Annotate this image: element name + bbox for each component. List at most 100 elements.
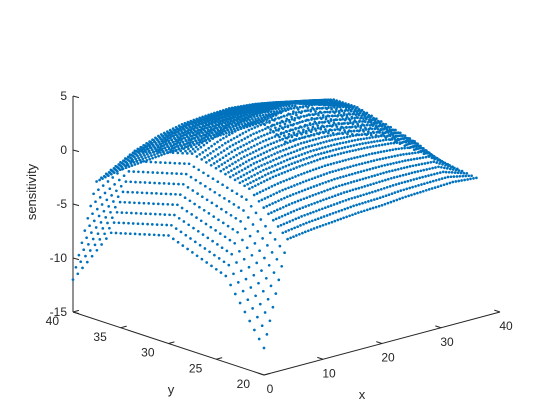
- data-point: [316, 175, 320, 178]
- data-point: [335, 161, 339, 164]
- data-point: [184, 149, 187, 153]
- data-point: [271, 305, 275, 309]
- data-point: [268, 231, 272, 235]
- data-point: [399, 153, 402, 157]
- data-point: [205, 131, 209, 135]
- data-point: [298, 232, 301, 236]
- data-point: [340, 146, 344, 150]
- data-point: [145, 191, 149, 195]
- data-point: [235, 135, 239, 139]
- data-point: [340, 102, 343, 106]
- data-point: [411, 185, 414, 189]
- data-point: [93, 243, 97, 247]
- data-point: [262, 206, 266, 209]
- data-point: [303, 188, 307, 192]
- data-point: [168, 161, 172, 165]
- data-point: [340, 167, 343, 171]
- data-point: [349, 121, 352, 125]
- data-point: [84, 254, 87, 258]
- data-point: [251, 223, 255, 226]
- data-point: [141, 147, 144, 151]
- data-point: [253, 184, 257, 188]
- data-point: [289, 107, 293, 110]
- data-point: [309, 108, 313, 112]
- data-point: [239, 145, 243, 149]
- data-point: [158, 146, 162, 150]
- data-point: [379, 120, 383, 123]
- data-point: [364, 141, 367, 145]
- data-point: [349, 144, 353, 148]
- data-point: [436, 185, 440, 189]
- data-point: [391, 184, 395, 187]
- data-point: [200, 126, 204, 130]
- data-point: [306, 187, 310, 191]
- data-point: [401, 159, 404, 163]
- data-point: [316, 142, 320, 146]
- data-point: [100, 203, 104, 206]
- data-point: [403, 180, 407, 184]
- data-point: [367, 200, 370, 203]
- data-point: [174, 192, 177, 196]
- data-point: [347, 157, 350, 161]
- data-point: [208, 250, 211, 254]
- data-point: [374, 124, 378, 128]
- data-point: [223, 235, 227, 239]
- data-point: [322, 173, 326, 176]
- data-point: [230, 252, 234, 256]
- data-point: [290, 115, 293, 119]
- data-point: [390, 192, 394, 196]
- data-point: [284, 187, 287, 191]
- data-point: [287, 203, 291, 206]
- data-point: [381, 157, 385, 160]
- data-point: [402, 153, 405, 156]
- data-point: [319, 141, 322, 145]
- data-point: [219, 169, 223, 173]
- data-point: [81, 266, 84, 270]
- data-point: [326, 110, 329, 114]
- data-point: [290, 145, 294, 149]
- data-point: [143, 181, 147, 184]
- data-point: [151, 156, 154, 160]
- data-point: [433, 157, 437, 161]
- data-point: [161, 144, 165, 148]
- data-point: [302, 171, 306, 175]
- data-point: [307, 145, 311, 148]
- data-point: [255, 142, 259, 146]
- data-point: [340, 183, 344, 187]
- data-point: [452, 175, 456, 178]
- data-point: [281, 110, 284, 113]
- y-tick-mark: [120, 325, 127, 329]
- data-point: [194, 178, 198, 182]
- data-point: [372, 198, 376, 201]
- data-point: [369, 131, 373, 135]
- data-point: [293, 104, 297, 108]
- data-point: [115, 189, 118, 193]
- data-point: [106, 180, 110, 183]
- data-point: [253, 126, 257, 129]
- data-point: [336, 127, 339, 131]
- data-point: [265, 178, 269, 182]
- data-point: [195, 126, 199, 130]
- data-point: [195, 254, 199, 258]
- data-point: [200, 135, 203, 138]
- data-point: [383, 163, 387, 167]
- data-point: [186, 127, 189, 130]
- data-point: [366, 160, 370, 164]
- data-point: [227, 170, 230, 174]
- data-point: [344, 140, 348, 144]
- data-point: [430, 187, 434, 190]
- data-point: [206, 123, 210, 127]
- data-point: [278, 110, 281, 114]
- data-point: [259, 218, 263, 221]
- data-point: [305, 99, 309, 103]
- data-point: [303, 230, 307, 234]
- data-point: [341, 117, 345, 121]
- data-point: [269, 113, 272, 117]
- data-point: [110, 194, 113, 197]
- data-point: [216, 140, 219, 144]
- data-point: [293, 117, 297, 120]
- data-point: [378, 157, 382, 161]
- z-tick-label: 5: [60, 89, 67, 103]
- data-point: [231, 173, 235, 177]
- data-point: [259, 170, 262, 174]
